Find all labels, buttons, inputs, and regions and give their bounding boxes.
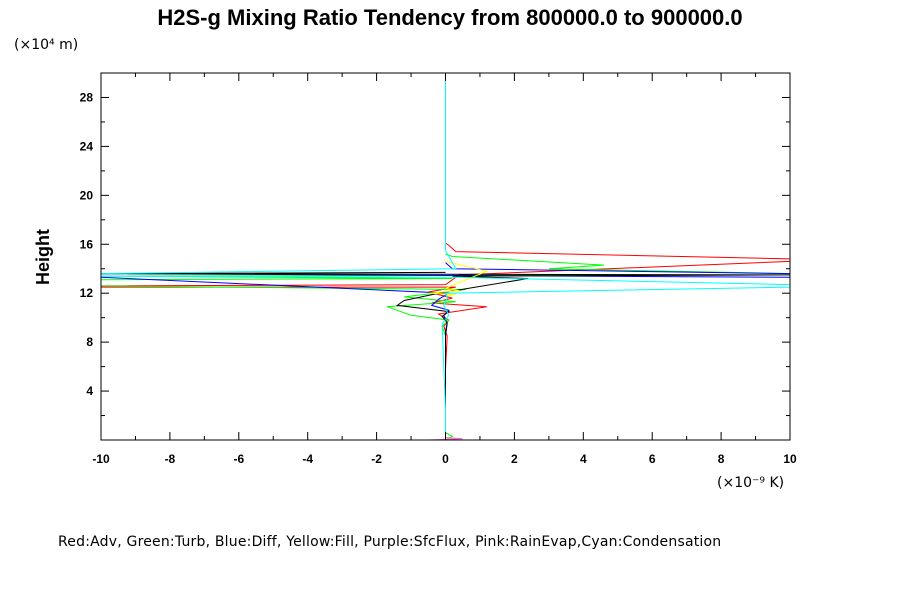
x-tick-label: 6 [649,452,656,466]
x-tick-label: -8 [165,452,176,466]
x-tick-label: -10 [92,452,110,466]
x-tick-label: 4 [580,452,587,466]
y-tick-label: 28 [80,90,94,104]
y-tick-label: 8 [86,335,93,349]
x-axis-ticks: -10 -8 -6 -4 -2 0 2 4 6 8 10 [92,73,797,466]
x-tick-label: 10 [783,452,797,466]
x-tick-label: -6 [233,452,244,466]
x-tick-label: 2 [511,452,518,466]
x-tick-label: 8 [718,452,725,466]
y-tick-label: 12 [80,286,94,300]
chart-title: H2S-g Mixing Ratio Tendency from 800000.… [157,5,742,30]
series-layer [100,73,791,441]
x-axis-unit: (×10⁻⁹ K) [717,475,784,491]
y-tick-label: 20 [80,188,94,202]
x-tick-label: 0 [442,452,449,466]
y-axis-unit: (×10⁴ m) [14,37,78,53]
y-axis-label: Height [33,229,53,285]
series-line-5 [428,260,489,297]
x-tick-label: -2 [371,452,382,466]
y-tick-label: 24 [80,139,94,153]
legend-caption: Red:Adv, Green:Turb, Blue:Diff, Yellow:F… [58,534,722,550]
series-line-2 [100,253,791,441]
x-tick-label: -4 [302,452,313,466]
y-tick-label: 16 [80,237,94,251]
y-tick-label: 4 [86,384,93,398]
y-axis-ticks: 4 8 12 16 20 24 28 [80,72,790,417]
